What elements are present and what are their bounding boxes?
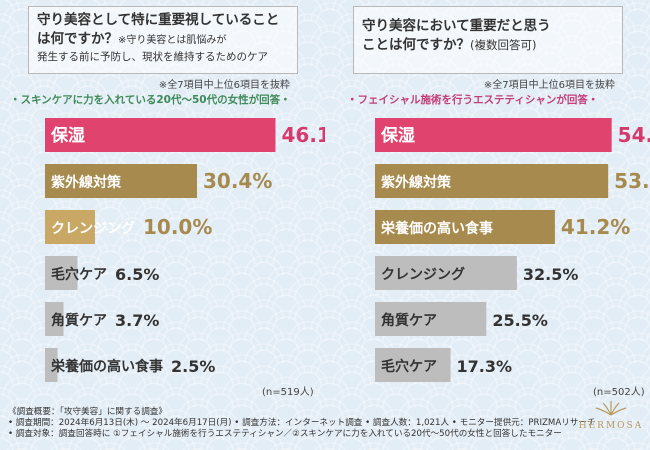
value-label: 10.0% [143,215,212,239]
category-label: 栄養価の高い食事 [380,220,493,237]
bar [45,348,58,382]
bar [45,256,78,290]
logo-text: HERMOSA [578,421,644,431]
question-right: 守り美容において重要だと思う [362,18,551,34]
sample-size-right: (n=502人) [593,387,645,398]
value-label: 25.5% [492,311,548,330]
logo-mark-icon [595,401,627,416]
bar [375,118,612,152]
value-label: 3.7% [115,311,159,330]
category-label: 角質ケア [51,312,107,329]
footer-details: • 調査期間：2024年6月13日(木) 〜 2024年6月17日(月) • 調… [8,418,596,428]
question-sub-right: (複数回答可) [470,38,537,52]
respondents-left: ・スキンケアに力を入れている20代〜50代の女性が回答・ [10,94,291,106]
value-label: 41.2% [561,215,630,239]
question-right-line2: ことは何ですか？ [362,37,470,53]
question-sub-left: ※守り美容とは肌悩みが [118,35,227,46]
bar [375,302,487,336]
value-label: 46.1% [282,123,326,147]
category-label: 紫外線対策 [51,174,122,191]
bar [45,210,95,244]
value-label: 6.5% [115,265,159,284]
category-label: 角質ケア [381,312,437,329]
category-label: 栄養価の高い食事 [50,358,163,375]
left-panel: 守り美容として特に重要視していることは何ですか？※守り美容とは肌悩みが 発生する… [0,0,325,400]
value-label: 2.5% [171,357,215,376]
bar-chart-left: 保湿 46.1% 紫外線対策 30.4% クレンジング 10.0% 毛穴ケア 6.5% 角質ケア… [45,118,326,382]
value-label: 53.4% [614,169,650,193]
bar-chart-right: 保湿 54.2% 紫外線対策 53.4% 栄養価の高い食事 41.2% クレンジング 32.5… [375,118,650,382]
category-label: 紫外線対策 [381,174,452,191]
category-label: 保湿 [380,125,415,146]
bar [375,348,451,382]
category-label: 毛穴ケア [381,358,437,375]
bar [375,164,609,198]
bar [45,164,197,198]
value-label: 17.3% [457,357,513,376]
bar [375,210,555,244]
category-label: 保湿 [50,125,85,146]
footer-title: 《調査概要：「攻守美容」に関する調査》 [8,407,167,417]
question-box-left: 守り美容として特に重要視していることは何ですか？※守り美容とは肌悩みが 発生する… [28,6,298,74]
value-label: 32.5% [523,265,579,284]
top6-note-right: ※全7項目中上位6項目を抜粋 [483,80,615,91]
category-label: クレンジング [381,266,465,283]
question-left: 守り美容として特に重要視していることは何ですか？ [37,12,280,47]
bar [45,302,64,336]
question-note-left: 発生する前に予防し、現状を維持するためのケア [37,51,268,63]
category-label: クレンジング [51,220,135,237]
value-label: 30.4% [203,169,272,193]
hermosa-logo: HERMOSA [578,397,644,431]
sample-size-left: (n=519人) [262,387,314,398]
bar [45,118,276,152]
respondents-right: ・フェイシャル施術を行うエステティシャンが回答・ [347,94,599,106]
survey-footer: 《調査概要：「攻守美容」に関する調査》 • 調査期間：2024年6月13日(木)… [8,407,596,440]
value-label: 54.2% [618,123,650,147]
bar [375,256,517,290]
category-label: 毛穴ケア [51,266,107,283]
top6-note-left: ※全7項目中上位6項目を抜粋 [158,80,290,91]
right-panel: 守り美容において重要だと思う ことは何ですか？(複数回答可) ※全7項目中上位6… [325,0,650,400]
footer-target: • 調査対象：調査回答時に ①フェイシャル施術を行うエステティシャン／②スキンケ… [8,429,562,439]
question-box-right: 守り美容において重要だと思う ことは何ですか？(複数回答可) [353,6,623,74]
